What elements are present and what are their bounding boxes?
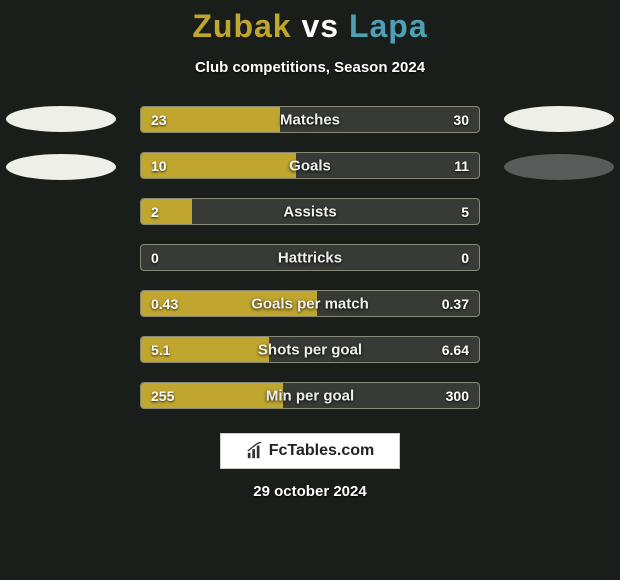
- stat-value-left: 23: [151, 112, 167, 128]
- stat-bars: 23 30 Matches 10 11 Goals 2 5 Assists 0 0 Hattricks…: [140, 106, 480, 409]
- stat-value-left: 10: [151, 158, 167, 174]
- stat-label: Hattricks: [278, 249, 342, 266]
- stat-value-right: 30: [453, 112, 469, 128]
- stat-value-left: 2: [151, 204, 159, 220]
- player2-badge-2: [504, 154, 614, 180]
- subtitle: Club competitions, Season 2024: [0, 59, 620, 76]
- stat-row: 0 0 Hattricks: [140, 244, 480, 271]
- player1-badge-1: [6, 106, 116, 132]
- stat-value-right: 5: [461, 204, 469, 220]
- stat-label: Goals per match: [251, 295, 369, 312]
- stat-value-right: 300: [446, 388, 469, 404]
- stat-fill-left: [141, 199, 192, 224]
- stat-value-right: 0.37: [442, 296, 469, 312]
- stat-label: Min per goal: [266, 387, 354, 404]
- stat-value-left: 0.43: [151, 296, 178, 312]
- title-player2: Lapa: [349, 8, 428, 44]
- comparison-card: Zubak vs Lapa Club competitions, Season …: [0, 0, 620, 580]
- stat-label: Goals: [289, 157, 331, 174]
- logo-text: FcTables.com: [269, 442, 375, 460]
- stat-row: 5.1 6.64 Shots per goal: [140, 336, 480, 363]
- stat-value-left: 255: [151, 388, 174, 404]
- title-vs: vs: [301, 8, 339, 44]
- stat-row: 255 300 Min per goal: [140, 382, 480, 409]
- left-badge-column: [0, 106, 126, 180]
- stat-value-left: 5.1: [151, 342, 170, 358]
- logo-box[interactable]: FcTables.com: [220, 433, 400, 469]
- title-player1: Zubak: [192, 8, 291, 44]
- stat-row: 10 11 Goals: [140, 152, 480, 179]
- chart-icon: [246, 442, 264, 460]
- right-badge-column: [494, 106, 620, 180]
- stat-row: 0.43 0.37 Goals per match: [140, 290, 480, 317]
- stat-row: 23 30 Matches: [140, 106, 480, 133]
- stat-row: 2 5 Assists: [140, 198, 480, 225]
- stat-value-right: 0: [461, 250, 469, 266]
- stat-value-left: 0: [151, 250, 159, 266]
- player2-badge-1: [504, 106, 614, 132]
- stat-label: Assists: [283, 203, 336, 220]
- date-text: 29 october 2024: [0, 483, 620, 500]
- stat-value-right: 6.64: [442, 342, 469, 358]
- stat-label: Matches: [280, 111, 340, 128]
- page-title: Zubak vs Lapa: [0, 8, 620, 45]
- player1-badge-2: [6, 154, 116, 180]
- content-area: 23 30 Matches 10 11 Goals 2 5 Assists 0 0 Hattricks…: [0, 106, 620, 409]
- stat-value-right: 11: [454, 158, 469, 174]
- stat-label: Shots per goal: [258, 341, 362, 358]
